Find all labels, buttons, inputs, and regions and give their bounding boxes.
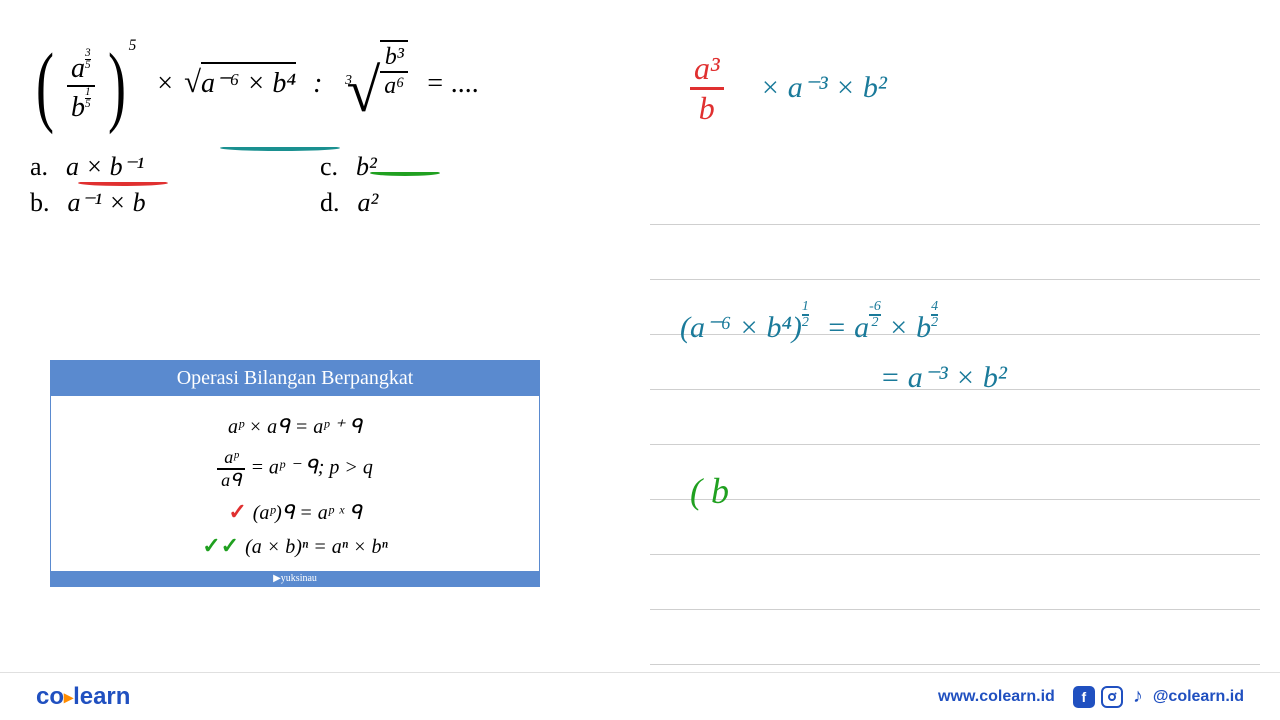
frac-den-base: b [71, 92, 85, 123]
notebook-lines [650, 170, 1260, 672]
handwriting-red-frac: a³b [690, 50, 724, 127]
option-c: b² [356, 152, 377, 181]
square-root: √a⁻⁶ × b⁴ [184, 62, 296, 100]
social-links: f ♪ @colearn.id [1073, 686, 1244, 708]
logo-dot-icon: ▸ [64, 687, 73, 707]
double-checkmark-icon: ✓✓ [202, 533, 239, 558]
underline-green-mark [370, 170, 440, 176]
footer-bar: co▸learn www.colearn.id f ♪ @colearn.id [0, 672, 1280, 720]
formula-box: Operasi Bilangan Berpangkat aᵖ × aᑫ = aᵖ… [50, 360, 540, 587]
website-url[interactable]: www.colearn.id [938, 688, 1055, 706]
handwriting-green: ( b [690, 470, 729, 512]
formula-box-title: Operasi Bilangan Berpangkat [51, 361, 539, 396]
underline-teal-mark [220, 145, 340, 151]
formula-box-footer: ▶yuksinau [51, 571, 539, 586]
underline-red-mark [78, 180, 168, 186]
frac-num-base: a [71, 53, 85, 84]
option-a: a × b⁻¹ [66, 152, 144, 181]
handwriting-teal-1: × a⁻³ × b² [760, 70, 887, 105]
option-d: a² [358, 188, 379, 217]
problem-expression: ( a35 b15 ) 5 × √a⁻⁶ × b⁴ : 3√b³a⁶ [30, 40, 610, 127]
sqrt-content: a⁻⁶ × b⁴ [201, 62, 296, 100]
facebook-icon[interactable]: f [1073, 686, 1095, 708]
equals-ellipsis: = .... [425, 68, 479, 99]
option-b: a⁻¹ × b [68, 188, 146, 217]
footer-right: www.colearn.id f ♪ @colearn.id [938, 686, 1244, 708]
instagram-icon[interactable] [1101, 686, 1123, 708]
formula-rule-1: aᵖ × aᑫ = aᵖ ⁺ ᑫ [71, 414, 519, 439]
right-panel: a³b × a⁻³ × b² (a⁻⁶ × b⁴)12 = a-62 × b42… [640, 0, 1280, 672]
formula-rule-3: ✓(aᵖ)ᑫ = aᵖ ˣ ᑫ [71, 499, 519, 525]
tiktok-icon[interactable]: ♪ [1129, 686, 1147, 708]
social-handle[interactable]: @colearn.id [1153, 688, 1244, 706]
formula-rule-4: ✓✓(a × b)ⁿ = aⁿ × bⁿ [71, 533, 519, 559]
outer-exponent: 5 [129, 37, 137, 54]
left-panel: ( a35 b15 ) 5 × √a⁻⁶ × b⁴ : 3√b³a⁶ [0, 0, 640, 672]
checkmark-icon: ✓ [228, 499, 246, 524]
content-area: ( a35 b15 ) 5 × √a⁻⁶ × b⁴ : 3√b³a⁶ [0, 0, 1280, 672]
handwriting-teal-3: = a⁻³ × b² [880, 360, 1007, 395]
formula-box-body: aᵖ × aᑫ = aᵖ ⁺ ᑫ aᵖaᑫ = aᵖ ⁻ ᑫ; p > q ✓(… [51, 396, 539, 571]
brand-logo: co▸learn [36, 683, 130, 711]
formula-rule-2: aᵖaᑫ = aᵖ ⁻ ᑫ; p > q [71, 447, 519, 491]
handwriting-teal-2: (a⁻⁶ × b⁴)12 = a-62 × b42 [680, 300, 938, 345]
cube-root: 3√b³a⁶ [339, 40, 408, 127]
